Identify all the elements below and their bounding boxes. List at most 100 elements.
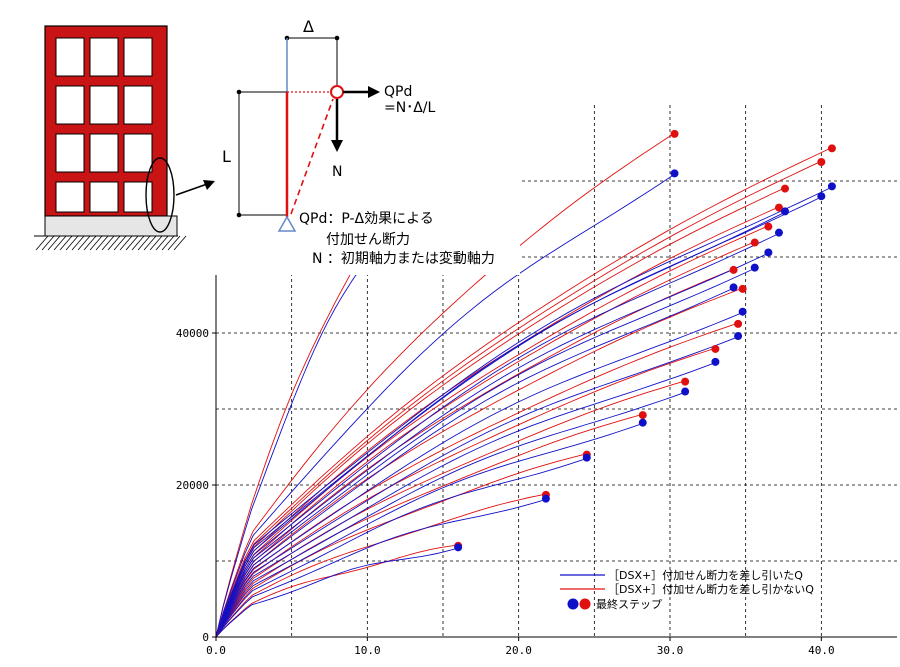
focus-arrow <box>175 182 211 196</box>
curve-with-pd <box>215 132 675 638</box>
building-window <box>123 37 153 77</box>
note-line-3: N ：初期軸力または変動軸力 <box>312 250 495 267</box>
final-step-marker-blue <box>827 182 836 191</box>
curve-without-pd <box>215 312 743 638</box>
hatch-line <box>107 235 121 251</box>
final-step-marker-red <box>750 238 759 247</box>
final-step-marker-blue <box>681 387 690 396</box>
hatch-line <box>101 235 115 251</box>
building-window <box>123 133 153 173</box>
hatch-line <box>89 235 103 251</box>
y-tick-label: 0 <box>202 631 209 644</box>
building-window <box>55 181 85 213</box>
final-step-markers <box>454 129 836 552</box>
y-tick-label: 40000 <box>176 327 209 340</box>
final-step-marker-red <box>781 184 790 193</box>
qpd-arrow-head <box>368 86 380 98</box>
deformed-chord <box>290 98 334 215</box>
curve-without-pd <box>215 336 739 638</box>
focus-ellipse <box>145 157 175 233</box>
final-step-marker-red <box>734 319 743 328</box>
building-frame-illustration <box>34 25 215 251</box>
final-step-marker-blue <box>781 207 790 216</box>
curve-with-pd <box>215 544 459 638</box>
building-window <box>89 85 119 125</box>
hatch-line <box>77 235 91 251</box>
final-step-marker-blue <box>541 494 550 503</box>
hatch-line <box>47 235 61 251</box>
hatch-line <box>173 235 187 251</box>
building-window <box>55 37 85 77</box>
chart-grid <box>216 105 897 637</box>
curve-with-pd <box>215 187 786 638</box>
final-step-marker-blue <box>774 228 783 237</box>
building-window <box>89 37 119 77</box>
hatch-line <box>59 235 73 251</box>
x-tick-label: 0.0 <box>206 644 226 657</box>
legend-label-blue: ［DSX+］付加せん断力を差し引いたQ <box>608 568 803 582</box>
foundation <box>44 215 178 237</box>
final-step-marker-red <box>764 222 773 231</box>
hatch-line <box>35 235 49 251</box>
note-line-2: 付加せん断力 <box>326 232 410 248</box>
hatch-line <box>41 235 55 251</box>
hatch-line <box>131 235 145 251</box>
final-step-marker-red <box>827 144 836 153</box>
pin-support <box>277 215 297 232</box>
final-step-marker-red <box>817 158 826 166</box>
final-step-marker-red <box>638 411 647 420</box>
axial-force-label: N <box>332 164 342 180</box>
final-step-marker-red <box>729 265 738 274</box>
curve-without-pd <box>215 287 734 638</box>
final-step-marker-blue <box>738 307 747 316</box>
final-step-marker-red <box>670 129 679 138</box>
hatch-line <box>113 235 127 251</box>
hatch-line <box>83 235 97 251</box>
note-line-1: QPd：P-Δ効果による <box>299 211 434 227</box>
curve-without-pd <box>215 267 755 638</box>
focus-arrow-head <box>203 180 215 190</box>
final-step-marker-blue <box>729 283 738 292</box>
curve-with-pd <box>215 287 743 638</box>
final-step-marker-blue <box>711 357 720 366</box>
legend-marker-blue <box>567 598 579 610</box>
final-step-marker-blue <box>734 332 743 341</box>
y-tick-label: 20000 <box>176 479 209 492</box>
hatch-line <box>119 235 133 251</box>
hatch-line <box>167 235 181 251</box>
x-tick-label: 30.0 <box>657 644 684 657</box>
x-tick-label: 40.0 <box>808 644 835 657</box>
final-step-marker-red <box>711 344 720 353</box>
final-step-marker-blue <box>750 263 759 272</box>
chart-legend: ［DSX+］付加せん断力を差し引いたQ ［DSX+］付加せん断力を差し引かないQ… <box>560 568 814 611</box>
final-step-marker-red <box>774 203 783 212</box>
final-step-marker-blue <box>764 248 773 257</box>
building-window <box>89 181 119 213</box>
top-node <box>330 85 344 99</box>
curve-without-pd <box>215 457 587 638</box>
curve-with-pd <box>215 380 686 638</box>
curve-with-pd <box>215 160 822 638</box>
final-step-marker-blue <box>638 418 647 427</box>
hatch-line <box>155 235 169 251</box>
hatch-line <box>65 235 79 251</box>
curve-without-pd <box>215 423 643 638</box>
curve-without-pd <box>215 252 769 638</box>
hatch-line <box>95 235 109 251</box>
final-step-marker-blue <box>670 169 679 178</box>
hatch-line <box>53 235 67 251</box>
curve-with-pd <box>215 147 833 638</box>
legend-marker-red <box>579 598 591 610</box>
hatch-line <box>125 235 139 251</box>
column-diagram: Δ L QPd =N･Δ/L N QPd：P-Δ効果による 付加せん断力 N ：… <box>222 17 495 267</box>
hatch-line <box>161 235 175 251</box>
building-window <box>123 181 153 213</box>
curve-without-pd <box>215 499 547 638</box>
curve-without-pd <box>215 186 833 638</box>
curve-without-pd <box>215 391 686 638</box>
qpd-formula: =N･Δ/L <box>384 100 435 116</box>
building-window <box>55 133 85 173</box>
curve-without-pd <box>215 362 716 638</box>
